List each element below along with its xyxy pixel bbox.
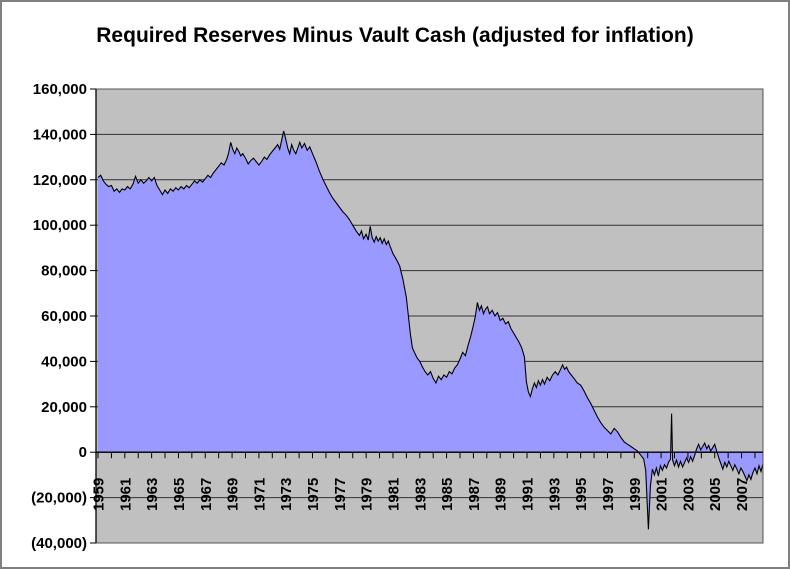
x-tick-label: 1975 bbox=[305, 478, 322, 511]
x-tick-label: 1985 bbox=[439, 478, 456, 511]
y-tick-label: 120,000 bbox=[33, 172, 87, 189]
area-series-fill bbox=[98, 131, 763, 530]
x-tick-label: 1961 bbox=[117, 478, 134, 511]
chart-title: Required Reserves Minus Vault Cash (adju… bbox=[96, 24, 694, 47]
y-tick-label: 40,000 bbox=[41, 353, 87, 370]
x-tick-label: 1991 bbox=[520, 478, 537, 511]
x-tick-label: 1987 bbox=[466, 478, 483, 511]
y-axis-labels: 160,000 140,000 120,000 100,000 80,000 60,000… bbox=[31, 81, 96, 552]
x-tick-label: 1965 bbox=[171, 478, 188, 511]
x-tick-label: 2001 bbox=[654, 478, 671, 511]
x-tick-label: 1995 bbox=[573, 478, 590, 511]
x-tick-label: 2005 bbox=[707, 478, 724, 511]
x-tick-label: 1993 bbox=[546, 478, 563, 511]
y-tick-label: 140,000 bbox=[33, 126, 87, 143]
x-tick-label: 1971 bbox=[251, 478, 268, 511]
y-tick-label: 60,000 bbox=[41, 308, 87, 325]
y-tick-label: (20,000) bbox=[31, 490, 87, 507]
x-tick-label: 1977 bbox=[332, 478, 349, 511]
y-tick-label: 100,000 bbox=[33, 217, 87, 234]
y-tick-label: 0 bbox=[79, 444, 87, 461]
x-tick-label: 1973 bbox=[278, 478, 295, 511]
x-tick-label: 1981 bbox=[385, 478, 402, 511]
x-tick-label: 1969 bbox=[225, 478, 242, 511]
y-tick-label: (40,000) bbox=[31, 535, 87, 552]
x-axis-labels: 1959 1961 1963 1965 1967 1969 1971 1973 1975 1977… bbox=[91, 478, 752, 511]
x-tick-label: 2007 bbox=[734, 478, 751, 511]
x-tick-label: 1999 bbox=[627, 478, 644, 511]
area-series-line bbox=[97, 130, 764, 530]
x-tick-label: 2003 bbox=[680, 478, 697, 511]
y-tick-label: 80,000 bbox=[41, 263, 87, 280]
x-tick-label: 1959 bbox=[91, 478, 108, 511]
x-tick-label: 1967 bbox=[198, 478, 215, 511]
y-tick-label: 160,000 bbox=[33, 81, 87, 98]
x-tick-label: 1983 bbox=[412, 478, 429, 511]
y-tick-label: 20,000 bbox=[41, 399, 87, 416]
x-axis-ticks bbox=[97, 452, 756, 459]
x-tick-label: 1997 bbox=[600, 478, 617, 511]
x-tick-label: 1989 bbox=[493, 478, 510, 511]
x-tick-label: 1979 bbox=[359, 478, 376, 511]
x-tick-label: 1963 bbox=[144, 478, 161, 511]
